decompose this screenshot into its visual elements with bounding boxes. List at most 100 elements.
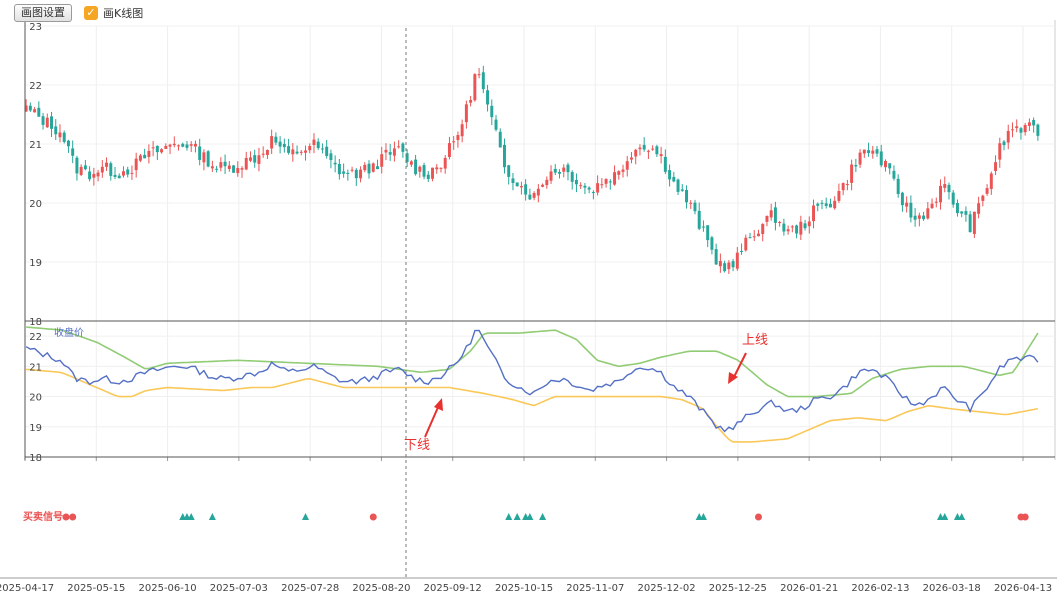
buy-signal-marker [513,513,521,520]
candle-body [723,263,727,272]
candle-body [452,141,456,143]
candle-body [109,163,113,176]
candle-body [177,145,180,147]
candle-body [833,200,837,209]
kline-toggle[interactable]: ✓ 画K线图 [84,5,143,21]
y-tick-label: 21 [29,362,42,373]
candle-body [1027,122,1031,126]
y-tick-label: 22 [29,81,42,92]
kline-toggle-label: 画K线图 [103,7,144,20]
candle-body [642,144,646,150]
candle-body [659,154,663,157]
candle-body [122,171,125,176]
candle-body [96,172,100,177]
candlestick-series [24,65,1040,275]
candle-body [1006,130,1010,143]
candle-body [354,169,358,179]
buy-signal-marker [526,513,534,520]
candle-body [1015,126,1019,129]
candle-body [401,143,405,152]
candle-body [100,166,104,173]
candle-body [299,151,303,153]
candle-body [845,183,849,185]
candle-body [257,155,261,164]
candle-body [875,149,879,154]
candle-body [282,143,286,148]
candle-body [198,146,202,160]
candle-body [951,192,955,205]
candle-body [160,149,164,153]
x-tick-label: 2026-03-18 [923,583,981,594]
candle-body [773,207,777,223]
buy-signal-marker [505,513,513,520]
candle-body [435,167,439,170]
candle-body [270,136,274,149]
sell-signal-marker [369,513,377,521]
candle-body [88,171,92,180]
candle-body [325,146,329,156]
candle-body [972,211,976,234]
candle-body [312,139,316,146]
candle-body [363,164,367,171]
candle-body [909,202,913,218]
candle-body [613,172,617,185]
close-legend-label: 收盘价 [54,326,84,339]
candle-body [498,131,502,148]
candle-body [1011,129,1014,131]
candle-body [439,167,443,169]
candle-body [867,150,871,154]
candle-body [473,74,477,101]
candle-body [977,203,981,214]
candle-body [185,144,189,148]
candle-body [799,221,803,235]
candle-body [871,150,875,154]
chart-settings-button[interactable]: 画图设置 [14,4,72,22]
candle-body [232,165,236,173]
candle-body [807,221,811,227]
checkbox-check-icon[interactable]: ✓ [84,6,98,20]
candle-body [37,107,41,117]
sell-signal-marker [1021,513,1029,521]
candle-body [494,119,498,130]
candle-body [841,183,845,191]
candle-body [392,148,396,156]
candle-body [981,195,985,201]
candle-body [295,151,299,154]
candle-body [113,174,117,177]
candle-body [189,144,193,146]
candle-body [447,143,451,158]
candle-body [164,145,168,149]
candle-body [740,250,744,252]
candle-body [676,179,680,192]
x-tick-label: 2025-06-10 [139,583,197,594]
candle-body [532,192,536,198]
candle-body [706,225,710,241]
candle-body [591,192,595,194]
candle-body [913,215,917,220]
candle-body [854,165,858,167]
candle-body [545,179,549,186]
candle-body [71,148,75,156]
candle-body [685,190,688,203]
candle-body [253,155,257,163]
candle-body [346,172,350,174]
candle-body [896,178,900,194]
candle-body [519,186,523,188]
candle-body [625,161,629,170]
sell-signal-marker [62,513,70,521]
buy-signal-marker [539,513,547,520]
signal-series [62,513,1029,521]
candle-body [989,173,993,189]
candle-body [596,183,600,193]
candle-body [617,171,621,175]
candle-body [884,161,887,168]
candle-body [587,187,591,190]
candle-body [562,167,566,172]
x-tick-label: 2025-08-20 [352,583,410,594]
x-tick-label: 2026-02-13 [851,583,909,594]
candle-body [1023,125,1027,133]
candle-body [939,185,942,203]
buy-signal-marker [302,513,310,520]
candle-body [888,163,892,169]
